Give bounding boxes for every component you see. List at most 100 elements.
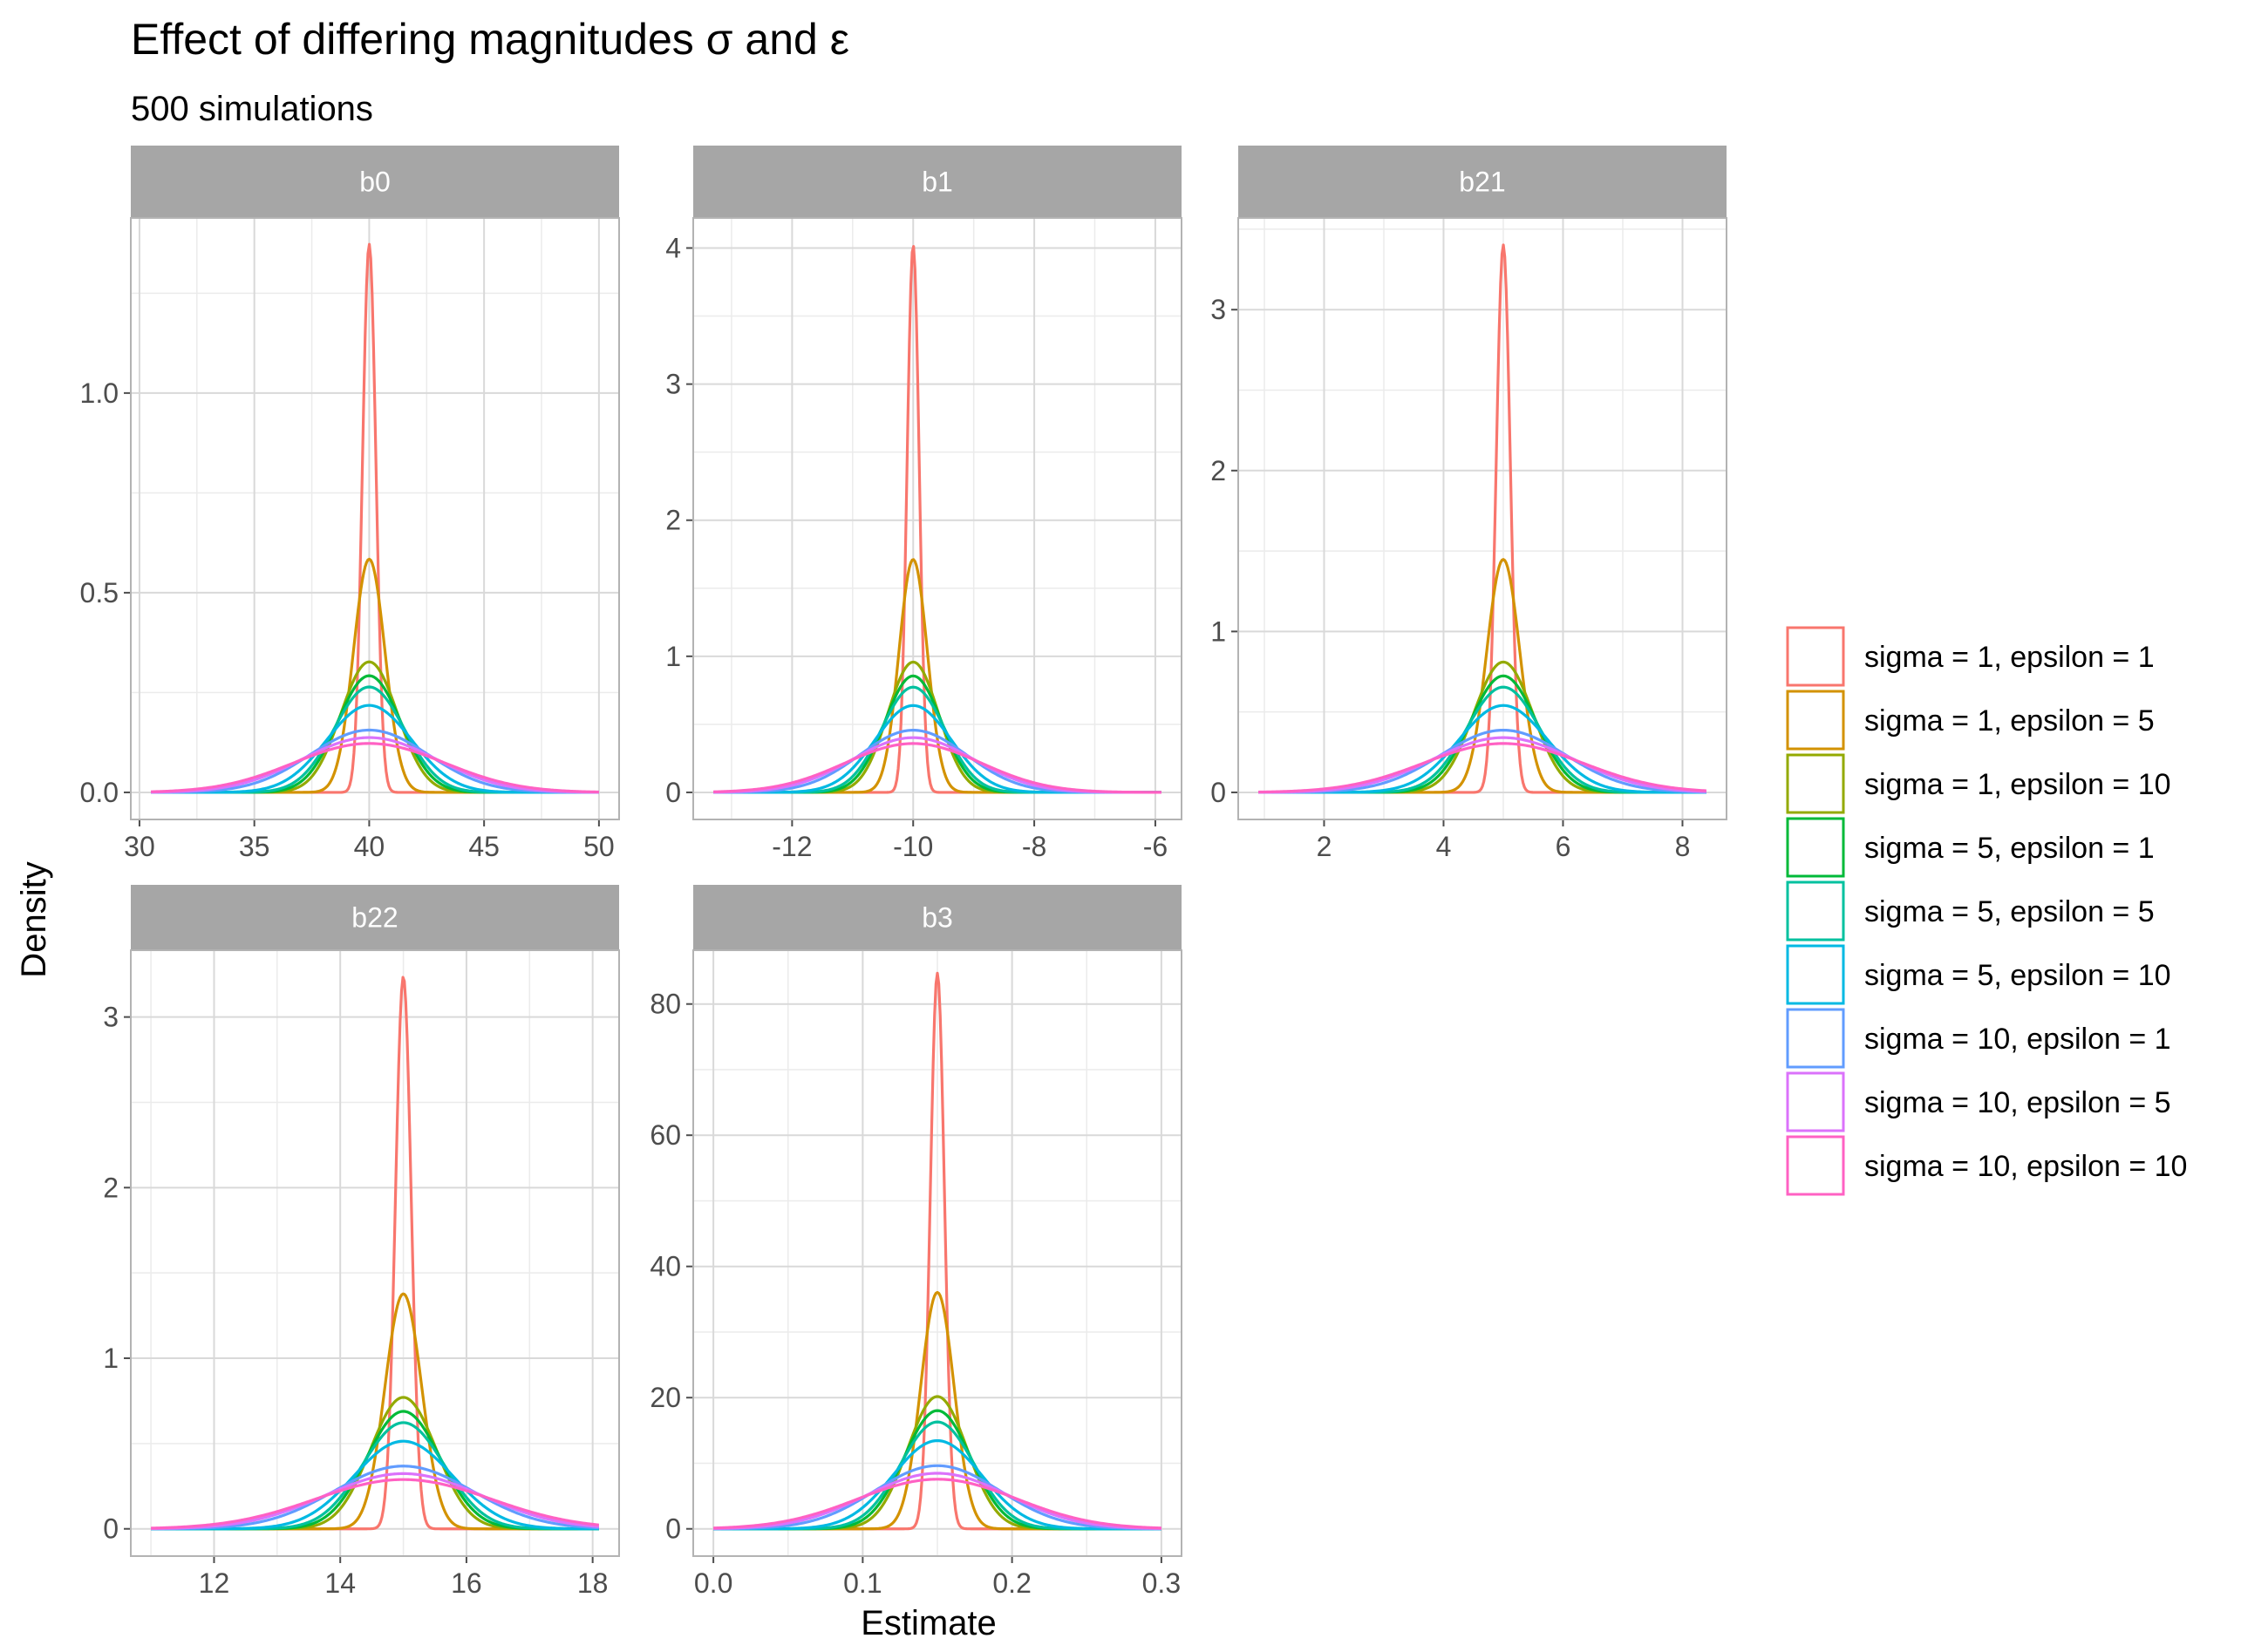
- y-tick-label: 20: [650, 1382, 681, 1413]
- y-tick-label: 2: [665, 505, 681, 536]
- x-tick-label: 16: [451, 1567, 482, 1599]
- legend-label: sigma = 5, epsilon = 1: [1864, 832, 2155, 865]
- y-tick-label: 1: [665, 641, 681, 672]
- legend-key: [1786, 1071, 1845, 1132]
- density-line-sigma-10-epsilon-1: [1258, 728, 1706, 794]
- legend-item: sigma = 1, epsilon = 10: [1786, 753, 2171, 814]
- legend-label: sigma = 1, epsilon = 10: [1864, 768, 2171, 801]
- x-tick-label: -10: [893, 831, 933, 862]
- density-line-sigma-10-epsilon-1: [151, 728, 599, 794]
- panel-border: [130, 949, 620, 1557]
- legend-label: sigma = 1, epsilon = 5: [1864, 704, 2155, 738]
- density-curves: [1258, 243, 1706, 794]
- density-line-sigma-1-epsilon-1: [151, 242, 599, 794]
- x-tick-label: -6: [1143, 831, 1168, 862]
- y-tick-label: 3: [103, 1002, 119, 1033]
- x-tick-label: 4: [1436, 831, 1452, 862]
- density-line-sigma-1-epsilon-10: [151, 660, 599, 794]
- density-line-sigma-10-epsilon-10: [713, 1478, 1161, 1530]
- legend-label: sigma = 5, epsilon = 5: [1864, 895, 2155, 928]
- x-tick-label: 50: [583, 831, 615, 862]
- density-line-sigma-1-epsilon-5: [1258, 558, 1706, 794]
- panel-border: [692, 217, 1182, 820]
- legend-label: sigma = 10, epsilon = 1: [1864, 1023, 2171, 1056]
- x-tick-label: 14: [324, 1567, 356, 1599]
- y-tick-label: 40: [650, 1251, 681, 1282]
- density-line-sigma-10-epsilon-5: [1258, 736, 1706, 794]
- y-tick-label: 60: [650, 1119, 681, 1151]
- facet-strip-label: b22: [351, 902, 398, 934]
- legend-item: sigma = 1, epsilon = 1: [1786, 626, 2155, 687]
- legend-item: sigma = 5, epsilon = 10: [1786, 944, 2171, 1005]
- facet-strip: [131, 885, 619, 950]
- density-line-sigma-10-epsilon-10: [713, 742, 1161, 794]
- y-tick-label: 1: [1210, 615, 1226, 647]
- x-tick-label: -12: [772, 831, 812, 862]
- legend-item: sigma = 5, epsilon = 5: [1786, 880, 2155, 942]
- density-curves: [713, 245, 1161, 794]
- y-tick-label: 1.0: [80, 377, 119, 409]
- x-tick-label: -8: [1022, 831, 1046, 862]
- facet-strip: [693, 146, 1182, 218]
- density-line-sigma-5-epsilon-10: [151, 1439, 599, 1531]
- legend-item: sigma = 10, epsilon = 10: [1786, 1135, 2187, 1196]
- density-line-sigma-10-epsilon-10: [1258, 742, 1706, 794]
- legend-item: sigma = 10, epsilon = 5: [1786, 1071, 2171, 1132]
- facet-strip-label: b1: [922, 167, 953, 198]
- panel-border: [692, 949, 1182, 1557]
- density-line-sigma-5-epsilon-5: [151, 685, 599, 794]
- y-tick-label: 2: [103, 1172, 119, 1203]
- legend-key: [1786, 1008, 1845, 1069]
- y-tick-label: 0.5: [80, 577, 119, 608]
- x-axis-title: Estimate: [861, 1604, 997, 1642]
- density-line-sigma-10-epsilon-5: [151, 736, 599, 794]
- legend-key: [1786, 690, 1845, 751]
- facet-b1: b1 -12 -10 -8 -6 0 1 2 3 4: [665, 146, 1182, 862]
- facet-b3: b3 0.0 0.1 0.2 0.3 0 20 40 60 80: [650, 885, 1182, 1599]
- chart-title: Effect of differing magnitudes σ and ε: [131, 15, 849, 64]
- panel-border: [1237, 217, 1727, 820]
- facet-strip: [1238, 146, 1727, 218]
- legend-label: sigma = 5, epsilon = 10: [1864, 959, 2171, 992]
- legend-key: [1786, 626, 1845, 687]
- facet-strip: [693, 885, 1182, 950]
- density-line-sigma-10-epsilon-10: [151, 742, 599, 794]
- density-line-sigma-10-epsilon-5: [151, 1472, 599, 1531]
- x-tick-label: 0.3: [1142, 1567, 1181, 1599]
- y-tick-label: 80: [650, 989, 681, 1020]
- legend-label: sigma = 1, epsilon = 1: [1864, 641, 2155, 674]
- legend-key: [1786, 753, 1845, 814]
- density-line-sigma-5-epsilon-10: [713, 1438, 1161, 1531]
- density-line-sigma-5-epsilon-10: [151, 704, 599, 794]
- facet-b0: b0 30 35 40 45 50 0.0 0.5 1.0: [80, 146, 620, 862]
- x-tick-label: 18: [577, 1567, 609, 1599]
- y-tick-label: 3: [665, 369, 681, 400]
- x-tick-label: 8: [1675, 831, 1691, 862]
- density-line-sigma-5-epsilon-10: [1258, 704, 1706, 794]
- x-tick-label: 0.1: [843, 1567, 882, 1599]
- x-tick-label: 12: [199, 1567, 230, 1599]
- legend: sigma = 1, epsilon = 1 sigma = 1, epsilon…: [1786, 626, 2187, 1196]
- density-line-sigma-1-epsilon-5: [151, 1292, 599, 1531]
- legend-item: sigma = 10, epsilon = 1: [1786, 1008, 2171, 1069]
- x-tick-label: 30: [124, 831, 155, 862]
- density-curves: [713, 971, 1161, 1531]
- x-tick-label: 45: [468, 831, 500, 862]
- legend-label: sigma = 10, epsilon = 10: [1864, 1150, 2187, 1183]
- facet-b21: b21 2 4 6 8 0 1 2 3: [1210, 146, 1727, 862]
- legend-key: [1786, 817, 1845, 878]
- legend-item: sigma = 5, epsilon = 1: [1786, 817, 2155, 878]
- x-tick-label: 6: [1556, 831, 1571, 862]
- y-tick-label: 0.0: [80, 777, 119, 808]
- facet-strip-label: b0: [359, 167, 391, 198]
- legend-item: sigma = 1, epsilon = 5: [1786, 690, 2155, 751]
- density-line-sigma-1-epsilon-1: [1258, 243, 1706, 794]
- legend-key: [1786, 880, 1845, 942]
- chart-subtitle: 500 simulations: [131, 90, 373, 128]
- legend-label: sigma = 10, epsilon = 5: [1864, 1086, 2171, 1119]
- density-curves: [151, 976, 600, 1531]
- y-axis-title: Density: [15, 861, 53, 977]
- y-tick-label: 1: [103, 1343, 119, 1374]
